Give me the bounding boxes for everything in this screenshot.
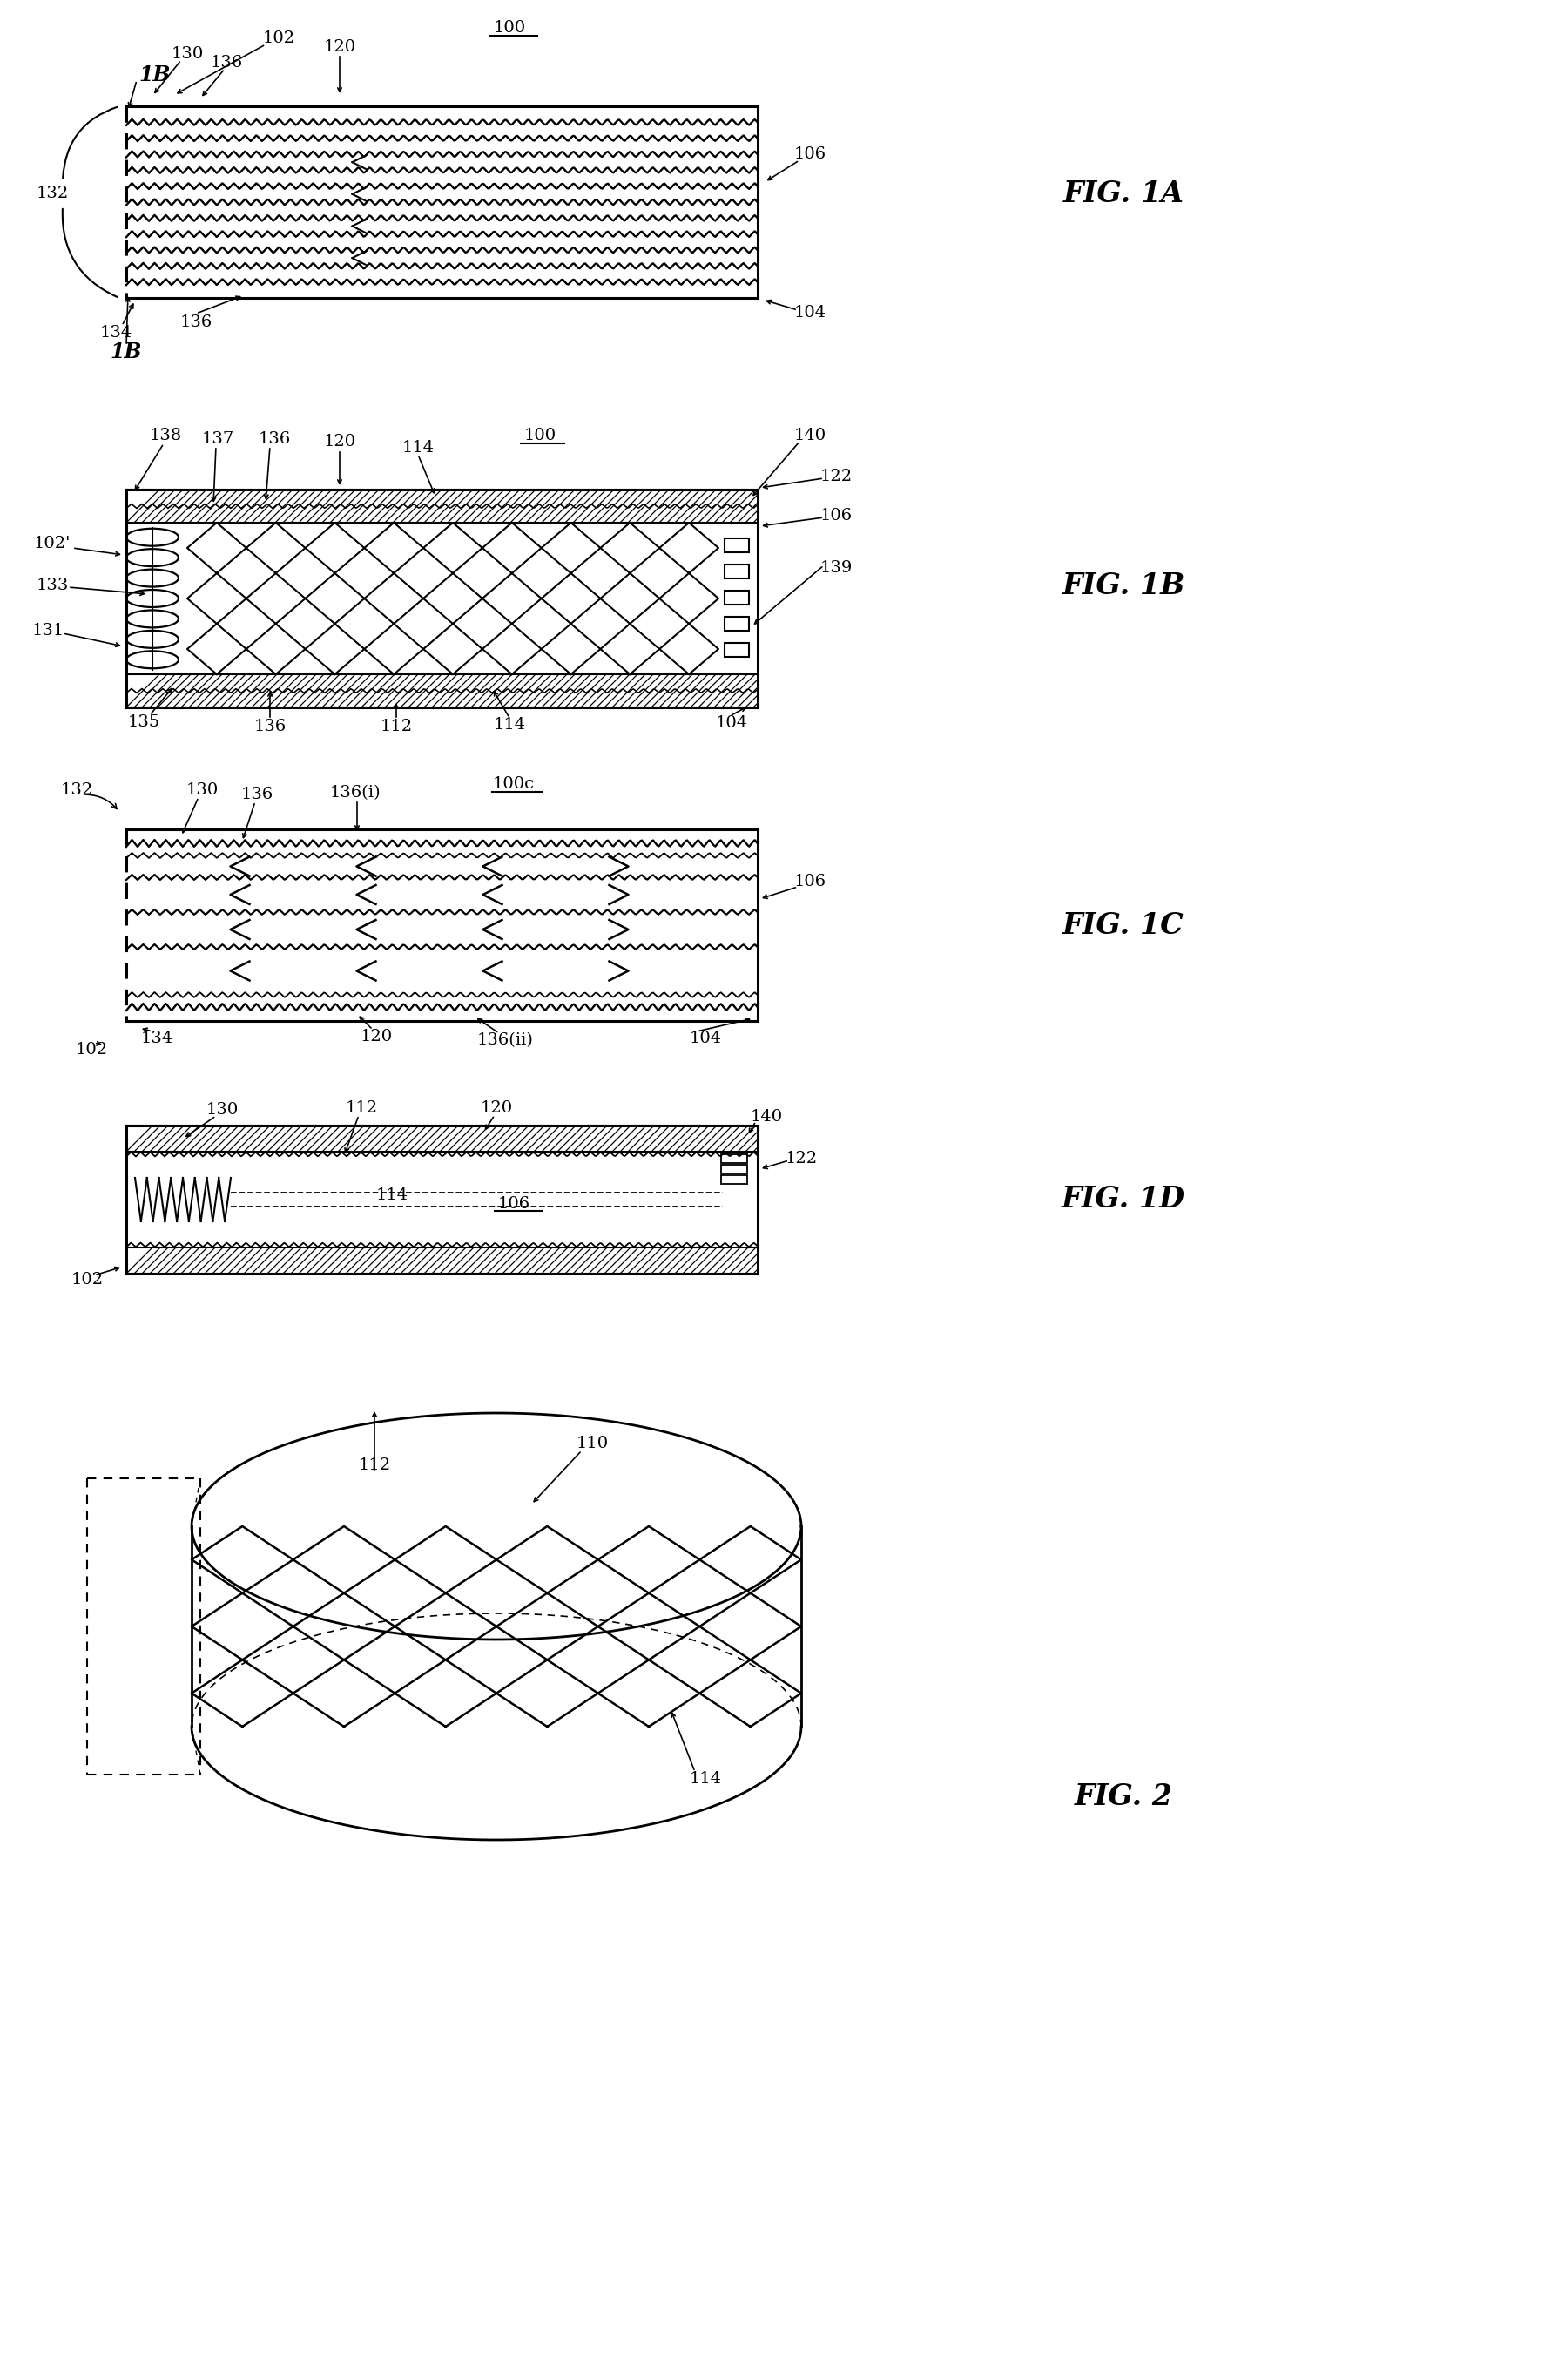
Text: 140: 140: [793, 428, 826, 443]
Text: 114: 114: [494, 716, 525, 733]
Text: 136: 136: [210, 55, 243, 71]
Text: 104: 104: [715, 716, 748, 731]
Text: FIG. 1A: FIG. 1A: [1063, 178, 1184, 207]
Text: 139: 139: [820, 559, 852, 576]
Text: 138: 138: [150, 428, 182, 443]
Text: FIG. 2: FIG. 2: [1073, 1783, 1173, 1811]
Text: 106: 106: [793, 873, 826, 890]
Text: 102': 102': [34, 536, 70, 552]
Text: 100: 100: [494, 19, 525, 36]
Text: 130: 130: [206, 1102, 238, 1119]
Text: 136: 136: [254, 719, 287, 735]
Text: 132: 132: [61, 783, 93, 797]
Text: 114: 114: [375, 1188, 408, 1202]
Text: 133: 133: [36, 578, 69, 593]
Text: 112: 112: [346, 1100, 377, 1116]
Text: 102: 102: [75, 1042, 108, 1057]
Text: 112: 112: [380, 719, 413, 735]
Text: 106: 106: [820, 507, 852, 524]
Text: 106: 106: [497, 1197, 530, 1211]
Text: 132: 132: [36, 186, 69, 202]
Text: 1B: 1B: [139, 64, 171, 86]
Text: 106: 106: [793, 145, 826, 162]
Text: 104: 104: [689, 1031, 721, 1047]
Text: 120: 120: [480, 1100, 513, 1116]
Text: 100: 100: [523, 428, 556, 443]
Text: 104: 104: [793, 305, 826, 321]
Text: 122: 122: [820, 469, 852, 486]
Text: 130: 130: [185, 783, 218, 797]
Text: 131: 131: [31, 624, 64, 638]
Text: 120: 120: [324, 38, 355, 55]
Text: 102: 102: [72, 1271, 103, 1288]
Text: 112: 112: [358, 1457, 391, 1473]
Text: 120: 120: [360, 1028, 393, 1045]
Text: 1B: 1B: [111, 340, 142, 362]
Text: FIG. 1D: FIG. 1D: [1061, 1185, 1186, 1214]
Text: 136: 136: [179, 314, 212, 331]
Text: 136(i): 136(i): [330, 785, 380, 800]
Text: 135: 135: [128, 714, 160, 731]
Text: 136(ii): 136(ii): [477, 1033, 533, 1047]
Text: 134: 134: [100, 326, 132, 340]
Text: FIG. 1C: FIG. 1C: [1063, 912, 1184, 940]
Text: 130: 130: [171, 45, 204, 62]
Text: 122: 122: [785, 1152, 818, 1166]
Text: 137: 137: [201, 431, 234, 447]
Text: FIG. 1B: FIG. 1B: [1063, 571, 1186, 600]
Text: 114: 114: [689, 1771, 721, 1787]
Text: 100c: 100c: [492, 776, 534, 793]
Text: 120: 120: [324, 433, 355, 450]
Text: 102: 102: [262, 31, 294, 45]
Text: 136: 136: [259, 431, 290, 447]
Text: 134: 134: [140, 1031, 173, 1047]
Text: 136: 136: [240, 788, 273, 802]
Text: 110: 110: [576, 1435, 608, 1452]
Text: 140: 140: [751, 1109, 782, 1126]
Text: 114: 114: [402, 440, 435, 455]
